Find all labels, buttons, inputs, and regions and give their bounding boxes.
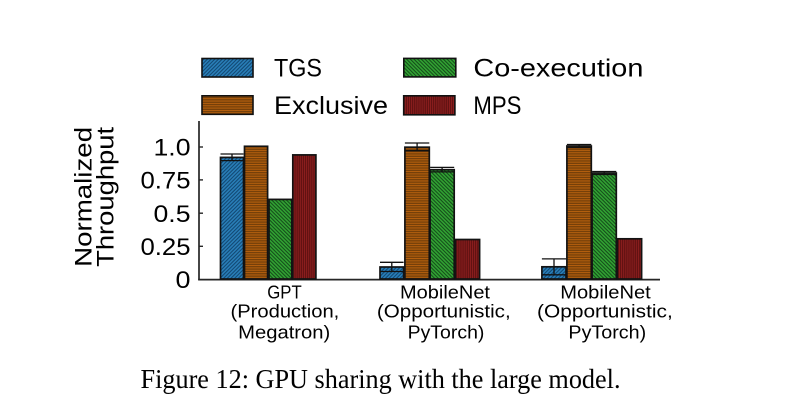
- svg-text:MobileNet: MobileNet: [400, 282, 490, 302]
- svg-text:0.75: 0.75: [141, 168, 191, 195]
- svg-text:(Opportunistic,: (Opportunistic,: [377, 302, 511, 322]
- svg-text:1.0: 1.0: [154, 135, 191, 162]
- svg-text:PyTorch): PyTorch): [408, 322, 485, 342]
- svg-text:MPS: MPS: [473, 92, 521, 120]
- svg-text:0.25: 0.25: [141, 234, 191, 261]
- svg-text:Normalized: Normalized: [71, 127, 98, 267]
- svg-text:(Opportunistic,: (Opportunistic,: [537, 302, 673, 322]
- svg-text:TGS: TGS: [274, 55, 322, 83]
- svg-text:0.5: 0.5: [154, 201, 191, 228]
- svg-text:PyTorch): PyTorch): [568, 322, 646, 342]
- svg-text:Co-execution: Co-execution: [473, 55, 643, 83]
- svg-text:MobileNet: MobileNet: [560, 282, 651, 302]
- svg-text:0: 0: [176, 267, 191, 294]
- svg-text:(Production,: (Production,: [231, 302, 340, 322]
- svg-text:Exclusive: Exclusive: [274, 92, 388, 120]
- svg-text:Megatron): Megatron): [238, 322, 330, 342]
- svg-text:Figure 12: GPU sharing with th: Figure 12: GPU sharing with the large mo…: [141, 364, 621, 394]
- svg-text:GPT: GPT: [267, 282, 302, 302]
- svg-text:Throughput: Throughput: [93, 127, 120, 267]
